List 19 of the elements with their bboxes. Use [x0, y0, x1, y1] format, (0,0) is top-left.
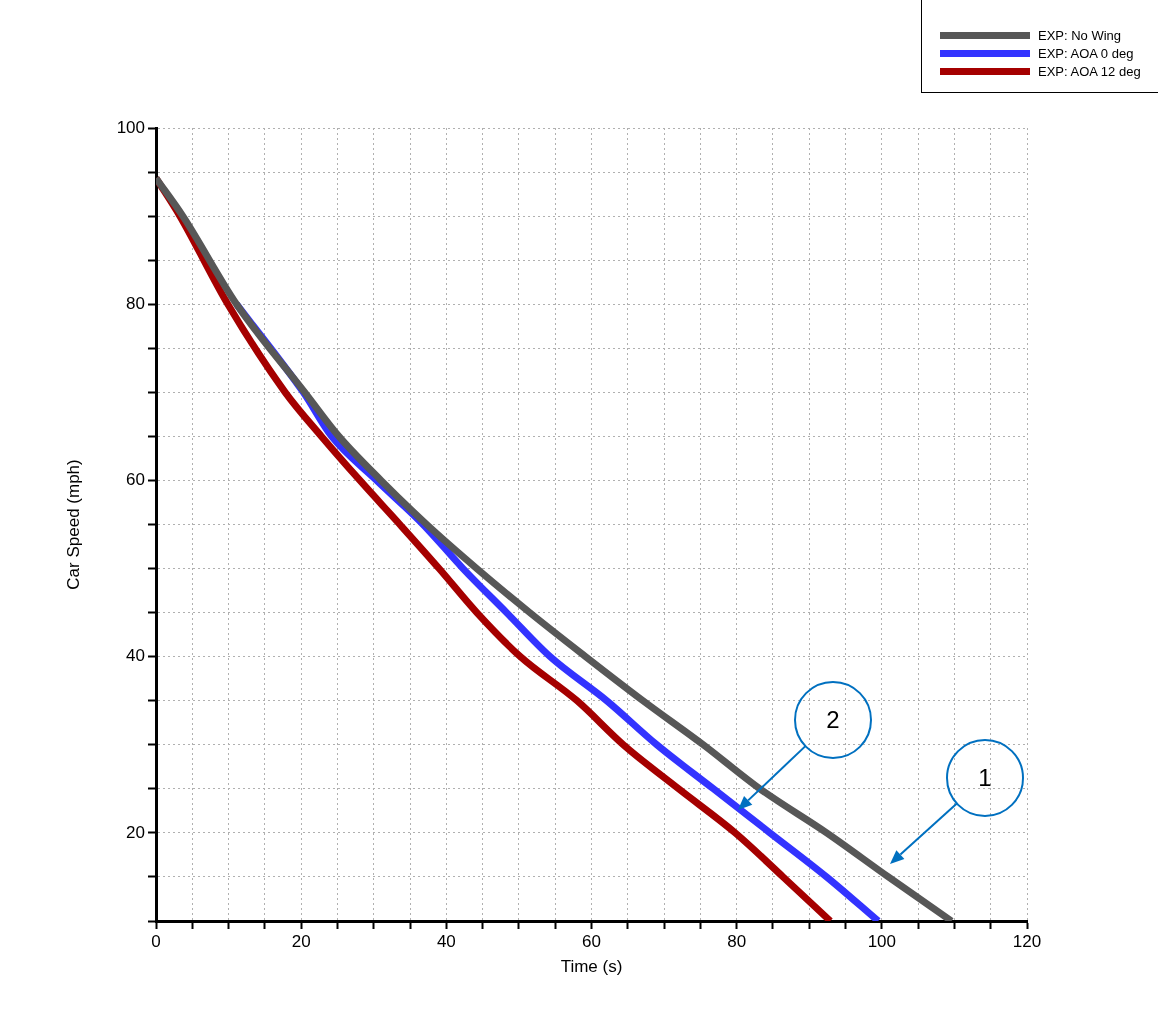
x-axis-title: Time (s): [560, 957, 623, 977]
x-tick-label: 0: [151, 931, 161, 951]
x-tick-label: 80: [727, 931, 747, 951]
x-tick-label: 40: [436, 931, 456, 951]
text: EXP: AOA 12 deg: [1038, 63, 1141, 79]
text: EXP: No Wing: [1038, 27, 1122, 43]
annotation: 1: [978, 764, 992, 791]
y-tick-label: 80: [126, 293, 145, 313]
annotation: 2: [826, 706, 840, 733]
x-tick-label: 100: [867, 931, 897, 951]
y-tick-label: 100: [116, 117, 145, 137]
x-tick-label: 20: [291, 931, 311, 951]
y-tick-label: 60: [126, 470, 145, 490]
y-axis-title: Car Speed (mph): [63, 459, 83, 590]
x-tick-label: 120: [1012, 931, 1042, 951]
y-tick-label: 20: [126, 822, 145, 842]
y-tick-label: 40: [126, 646, 145, 666]
x-tick-label: 60: [582, 931, 601, 951]
text: EXP: AOA 0 deg: [1038, 45, 1134, 61]
